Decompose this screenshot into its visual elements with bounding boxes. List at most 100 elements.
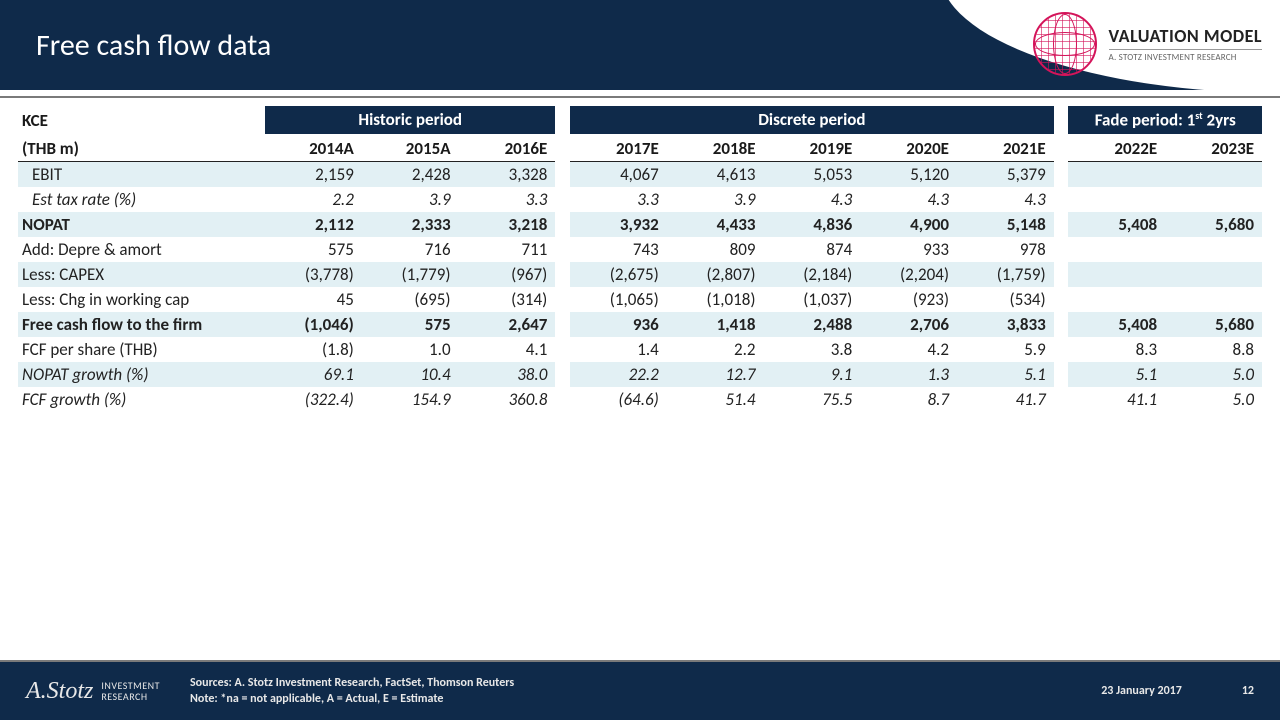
column-gap: [1054, 134, 1069, 162]
cell-value: 3.9: [667, 187, 764, 212]
cell-value: 8.8: [1165, 337, 1262, 362]
year-header: 2015A: [362, 134, 459, 162]
column-gap: [555, 237, 570, 262]
cell-value: [1165, 262, 1262, 287]
column-gap: [555, 212, 570, 237]
brand-line2: A. STOTZ INVESTMENT RESEARCH: [1109, 49, 1263, 63]
column-gap: [1054, 237, 1069, 262]
table-row: Less: CAPEX(3,778)(1,779)(967)(2,675)(2,…: [18, 262, 1262, 287]
cell-value: (1,046): [265, 312, 362, 337]
brand-line1: VALUATION MODEL: [1109, 25, 1263, 47]
page-number: 12: [1242, 684, 1254, 698]
cell-value: 5,408: [1068, 312, 1165, 337]
row-label: Add: Depre & amort: [18, 237, 265, 262]
column-gap: [555, 287, 570, 312]
column-gap: [555, 262, 570, 287]
column-gap: [555, 312, 570, 337]
cell-value: (2,184): [764, 262, 861, 287]
cell-value: 2.2: [265, 187, 362, 212]
row-label: Est tax rate (%): [18, 187, 265, 212]
content-area: KCE Historic period Discrete period Fade…: [0, 98, 1280, 412]
cell-value: 5.1: [1068, 362, 1165, 387]
column-gap: [1054, 106, 1069, 134]
cell-value: 9.1: [764, 362, 861, 387]
brand-text: VALUATION MODEL A. STOTZ INVESTMENT RESE…: [1109, 25, 1263, 63]
cell-value: (1,759): [957, 262, 1054, 287]
cell-value: 4.1: [459, 337, 556, 362]
cell-value: 2,647: [459, 312, 556, 337]
column-gap: [555, 134, 570, 162]
table-row: Add: Depre & amort5757167117438098749339…: [18, 237, 1262, 262]
cell-value: 5,120: [860, 162, 957, 187]
cell-value: (534): [957, 287, 1054, 312]
cell-value: (64.6): [570, 387, 667, 412]
column-gap: [555, 362, 570, 387]
cell-value: 3.8: [764, 337, 861, 362]
row-label: NOPAT: [18, 212, 265, 237]
cell-value: 1.3: [860, 362, 957, 387]
year-header: 2018E: [667, 134, 764, 162]
row-label: NOPAT growth (%): [18, 362, 265, 387]
cell-value: 5.0: [1165, 362, 1262, 387]
cell-value: 711: [459, 237, 556, 262]
column-gap: [1054, 387, 1069, 412]
table-row: Free cash flow to the firm(1,046)5752,64…: [18, 312, 1262, 337]
cell-value: (1,037): [764, 287, 861, 312]
column-gap: [1054, 362, 1069, 387]
cell-value: (2,675): [570, 262, 667, 287]
unit-label: (THB m): [18, 134, 265, 162]
footer-date: 23 January 2017: [1101, 684, 1182, 698]
cell-value: (967): [459, 262, 556, 287]
footer-sources: Sources: A. Stotz Investment Research, F…: [190, 675, 1101, 691]
footer: A.Stotz INVESTMENT RESEARCH Sources: A. …: [0, 660, 1280, 720]
cell-value: 933: [860, 237, 957, 262]
cell-value: (1,018): [667, 287, 764, 312]
table-row: Est tax rate (%)2.23.93.33.33.94.34.34.3: [18, 187, 1262, 212]
cell-value: 2,159: [265, 162, 362, 187]
cell-value: 4.3: [957, 187, 1054, 212]
footer-note: Note: *na = not applicable, A = Actual, …: [190, 691, 1101, 707]
fcf-table: KCE Historic period Discrete period Fade…: [18, 106, 1262, 412]
column-gap: [555, 187, 570, 212]
cell-value: 809: [667, 237, 764, 262]
cell-value: 41.7: [957, 387, 1054, 412]
cell-value: 874: [764, 237, 861, 262]
cell-value: 4,067: [570, 162, 667, 187]
brand-logo: VALUATION MODEL A. STOTZ INVESTMENT RESE…: [1033, 12, 1263, 76]
cell-value: (923): [860, 287, 957, 312]
period-header-historic: Historic period: [265, 106, 555, 134]
ticker-label: KCE: [18, 106, 265, 134]
cell-value: 1,418: [667, 312, 764, 337]
cell-value: 3.3: [570, 187, 667, 212]
row-label: Less: Chg in working cap: [18, 287, 265, 312]
row-label: Free cash flow to the firm: [18, 312, 265, 337]
column-gap: [1054, 162, 1069, 187]
globe-icon: [1033, 12, 1097, 76]
period-header-fade: Fade period: 1st 2yrs: [1068, 106, 1262, 134]
cell-value: 1.0: [362, 337, 459, 362]
column-gap: [1054, 187, 1069, 212]
cell-value: 4,433: [667, 212, 764, 237]
cell-value: 2,428: [362, 162, 459, 187]
table-row: NOPAT growth (%)69.110.438.022.212.79.11…: [18, 362, 1262, 387]
cell-value: 5,680: [1165, 312, 1262, 337]
cell-value: [1068, 162, 1165, 187]
table-row: EBIT2,1592,4283,3284,0674,6135,0535,1205…: [18, 162, 1262, 187]
cell-value: 2.2: [667, 337, 764, 362]
cell-value: 575: [265, 237, 362, 262]
cell-value: 5.9: [957, 337, 1054, 362]
footer-right: 23 January 2017 12: [1101, 684, 1280, 698]
cell-value: 12.7: [667, 362, 764, 387]
cell-value: 4,613: [667, 162, 764, 187]
year-header: 2023E: [1165, 134, 1262, 162]
cell-value: 575: [362, 312, 459, 337]
column-gap: [1054, 262, 1069, 287]
cell-value: 154.9: [362, 387, 459, 412]
cell-value: (1,779): [362, 262, 459, 287]
row-label: EBIT: [18, 162, 265, 187]
column-gap: [1054, 337, 1069, 362]
column-gap: [555, 162, 570, 187]
cell-value: 978: [957, 237, 1054, 262]
column-gap: [555, 387, 570, 412]
cell-value: 10.4: [362, 362, 459, 387]
